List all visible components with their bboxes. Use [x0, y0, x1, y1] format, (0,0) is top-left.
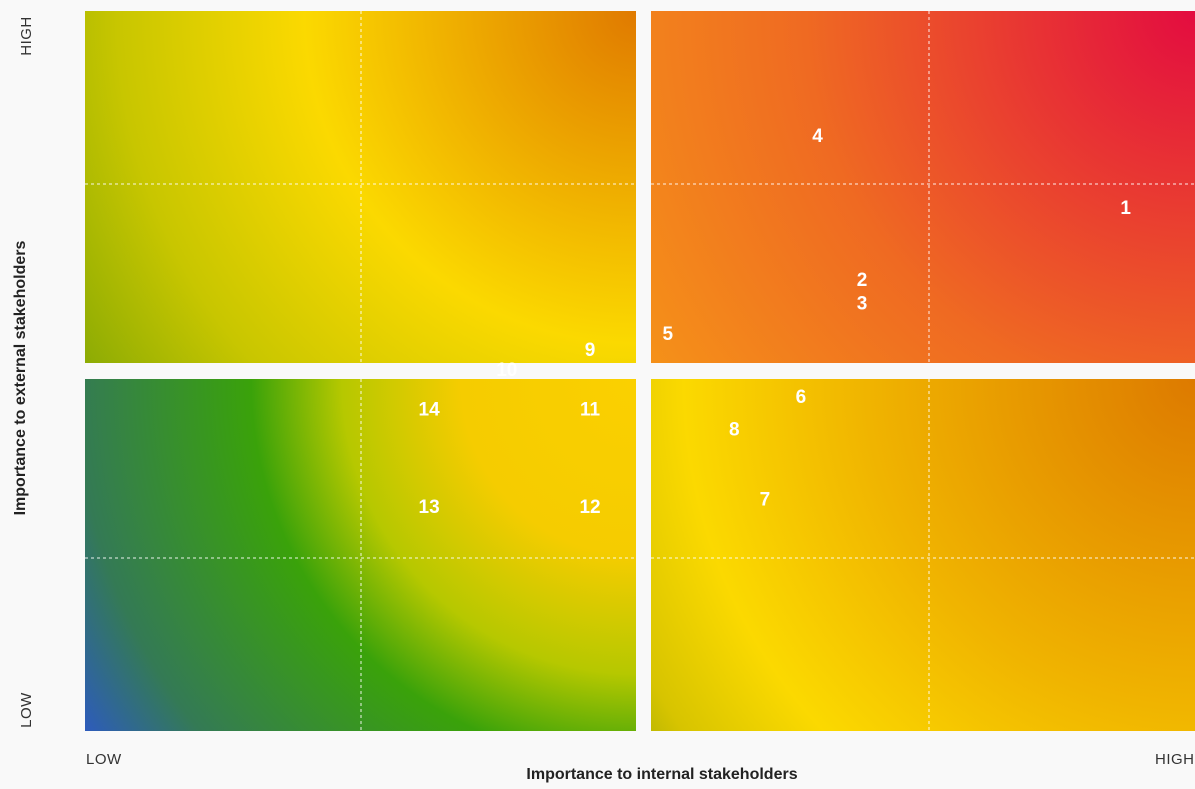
point-label-3: 3: [857, 293, 868, 314]
y-axis-low-label: LOW: [18, 692, 35, 728]
quadrant-bottom-right: [651, 379, 1195, 731]
y-axis-high-label: HIGH: [18, 16, 35, 56]
point-label-14: 14: [419, 400, 441, 421]
x-axis-low-label: LOW: [86, 751, 122, 768]
x-axis-high-label: HIGH: [1155, 751, 1195, 768]
point-label-13: 13: [419, 497, 440, 518]
point-label-8: 8: [729, 419, 740, 440]
point-label-10: 10: [496, 360, 517, 381]
point-label-11: 11: [580, 400, 601, 421]
point-label-12: 12: [579, 497, 600, 518]
point-label-1: 1: [1120, 198, 1131, 219]
point-label-4: 4: [812, 126, 823, 147]
point-label-7: 7: [760, 490, 771, 511]
point-label-5: 5: [662, 324, 673, 345]
point-label-2: 2: [857, 270, 868, 291]
quadrant-top-right: [651, 11, 1195, 363]
y-axis-title: Importance to external stakeholders: [12, 240, 29, 516]
point-label-9: 9: [585, 340, 596, 361]
grid-lines: [85, 11, 1195, 731]
x-axis-title: Importance to internal stakeholders: [526, 766, 798, 783]
point-label-6: 6: [796, 387, 807, 408]
